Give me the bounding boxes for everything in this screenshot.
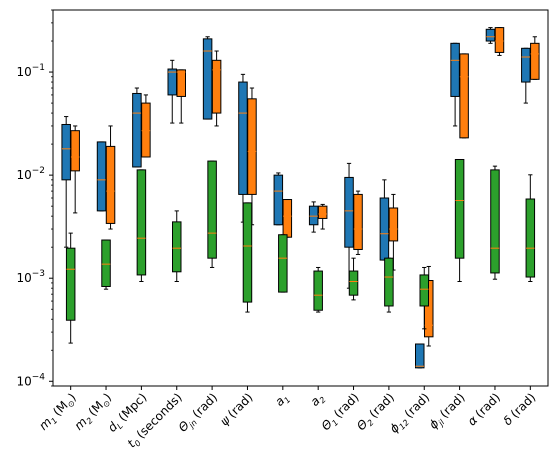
y-tick-label: 10−3 [16, 269, 45, 285]
box-plot-item [521, 47, 531, 104]
box-plot-item [65, 232, 76, 344]
box-body [530, 42, 540, 80]
box-plot-item [273, 172, 284, 226]
box-plot-item [344, 162, 354, 289]
box-body [207, 160, 217, 259]
box-plot-item [313, 266, 323, 313]
box-body [132, 92, 142, 168]
box-plot-item [384, 257, 394, 313]
box-plot-item [485, 27, 496, 44]
box-plot-item [419, 266, 429, 330]
box-plot-item [494, 27, 505, 56]
box-plot-item [490, 165, 500, 280]
box-body [459, 53, 469, 139]
box-body [247, 98, 257, 195]
x-tick-label: m1(M⊙) [36, 390, 80, 434]
box-plot-item [207, 160, 217, 268]
box-body [278, 234, 288, 293]
box-body [490, 169, 500, 274]
box-plot-item [238, 73, 248, 223]
box-body [70, 130, 80, 172]
box-body [105, 145, 116, 224]
box-plot-item [101, 239, 111, 290]
y-tick-label: 10−2 [16, 166, 45, 182]
box-body [238, 81, 248, 195]
box-plot-item [348, 257, 359, 301]
box-body [172, 221, 182, 273]
box-body [525, 198, 536, 278]
box-plot-item [141, 94, 151, 158]
box-body [379, 197, 390, 261]
y-axis: 10−4 10−3 10−2 10−1 [16, 9, 53, 388]
box-plot-item [105, 125, 116, 230]
x-tick-label: α(rad) [465, 390, 503, 428]
box-body [282, 199, 293, 238]
box-body [308, 205, 319, 226]
box-body [521, 47, 531, 83]
box-plot-item [211, 50, 222, 127]
box-body [65, 247, 76, 321]
box-plot-item [415, 343, 425, 369]
box-plot-item [530, 36, 540, 80]
y-tick-label: 10−4 [16, 372, 45, 388]
box-plot-item [61, 116, 71, 248]
box-body [167, 68, 177, 96]
x-tick-label: Θjn(rad) [176, 390, 222, 436]
box-plot-item [454, 158, 465, 283]
box-body [313, 270, 323, 311]
box-plot-item [525, 174, 536, 283]
x-tick-label: Θ1(rad) [319, 390, 363, 434]
box-plot-item [282, 199, 293, 238]
box-plot-item [353, 190, 363, 255]
box-body [101, 239, 111, 287]
box-plot-item [242, 202, 253, 313]
box-body [454, 158, 465, 259]
x-tick-label: m2(M⊙) [72, 390, 116, 434]
box-plot-item [308, 201, 319, 233]
box-plot-item [167, 59, 177, 124]
x-tick-label: a1 [272, 390, 292, 410]
y-tick-label: 10−1 [16, 63, 45, 79]
box-body [96, 141, 107, 212]
x-tick-label: ψ(rad) [217, 390, 255, 428]
box-body [419, 274, 429, 307]
box-body [415, 343, 425, 369]
box-body [344, 176, 354, 248]
box-body [136, 169, 147, 276]
box-body [384, 257, 394, 307]
box-body [242, 202, 253, 303]
box-plot-item [278, 234, 288, 293]
x-tick-label: δ(rad) [501, 390, 539, 428]
box-plot-item [202, 36, 213, 120]
box-body [388, 207, 399, 242]
box-body [450, 42, 460, 97]
box-plot-item [70, 125, 80, 214]
box-plot-item [450, 42, 460, 127]
box-body [176, 69, 186, 97]
box-body [141, 102, 151, 158]
box-plot-item [132, 87, 142, 168]
box-body [494, 27, 505, 53]
box-plot-item [317, 203, 328, 230]
x-tick-label: a2 [308, 390, 328, 410]
box-plot-item [176, 69, 186, 124]
box-body [353, 193, 363, 250]
box-body [61, 123, 71, 181]
plot-frame [52, 9, 549, 387]
box-body [317, 205, 328, 219]
box-body [485, 28, 496, 42]
box-plot-item [96, 141, 107, 212]
box-body [211, 59, 222, 114]
box-body [348, 270, 359, 296]
x-tick-label: ϕjl(rad) [426, 390, 469, 433]
box-plot-item [459, 53, 469, 139]
box-plot-item [379, 179, 390, 261]
box-plot-item [172, 210, 182, 283]
x-axis: m1(M⊙)m2(M⊙)dL(Mpc)t0(seconds)Θjn(rad)ψ(… [36, 386, 539, 450]
boxes-layer [61, 27, 540, 369]
box-plot-item [136, 169, 147, 283]
box-body [273, 174, 284, 226]
